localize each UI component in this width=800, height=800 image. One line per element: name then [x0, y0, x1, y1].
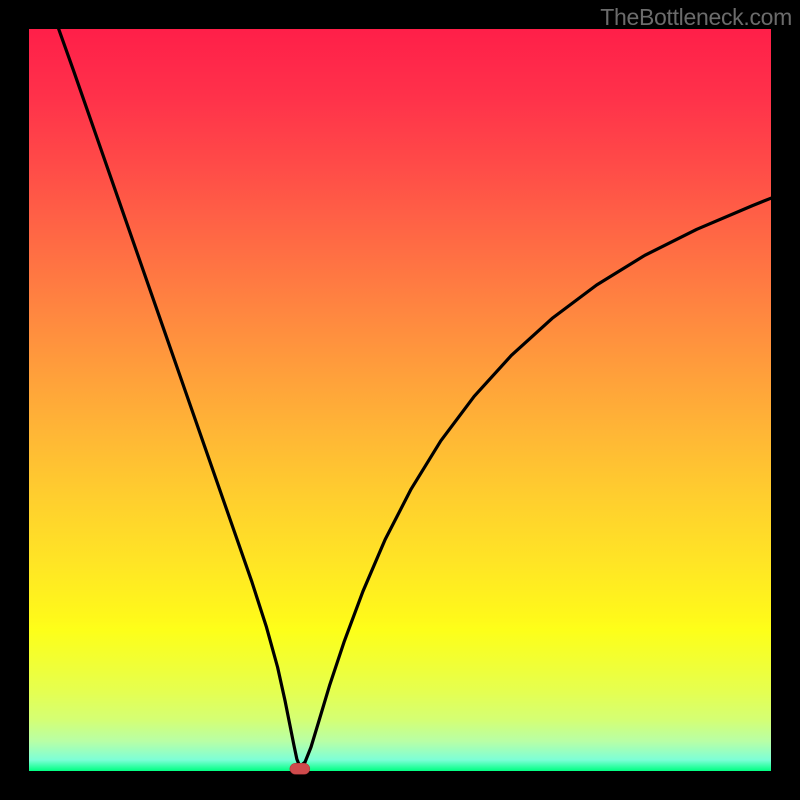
bottleneck-chart — [0, 0, 800, 800]
gradient-background — [29, 29, 771, 771]
attribution-watermark: TheBottleneck.com — [600, 4, 792, 31]
minimum-marker — [290, 763, 310, 774]
chart-container: TheBottleneck.com — [0, 0, 800, 800]
